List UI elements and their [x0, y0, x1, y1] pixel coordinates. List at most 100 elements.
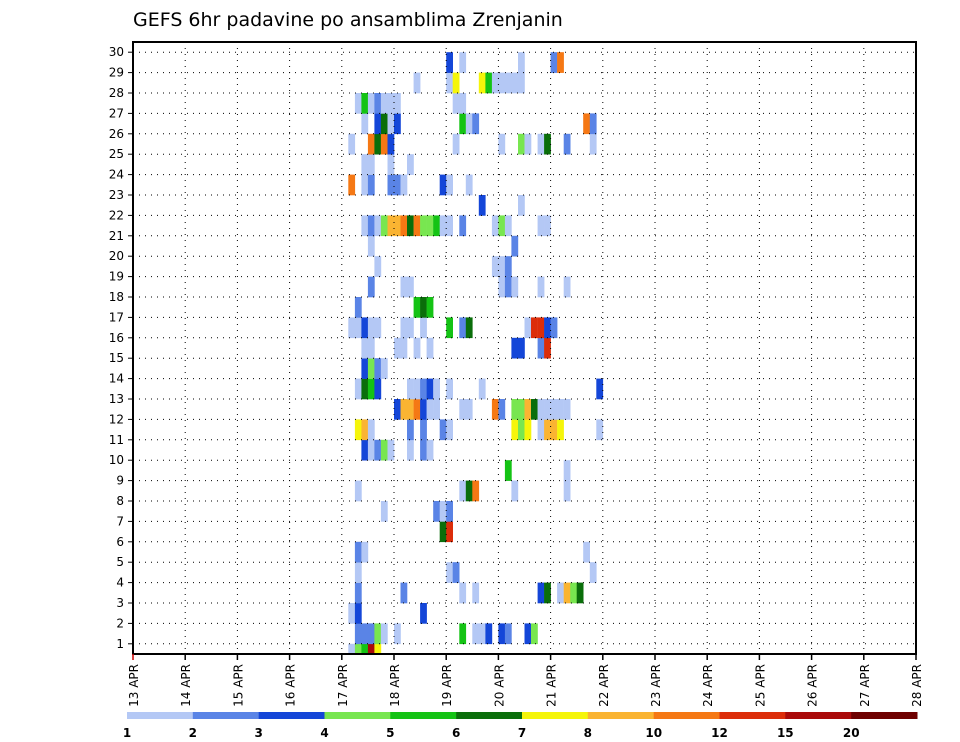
colorbar-label: 10	[645, 726, 662, 740]
heatmap-cell	[348, 317, 356, 339]
heatmap-cell	[459, 399, 467, 420]
heatmap-cell	[413, 215, 421, 237]
colorbar-segment	[324, 712, 391, 719]
heatmap-cell	[394, 174, 401, 196]
heatmap-cell	[380, 133, 388, 155]
heatmap-cell	[537, 399, 545, 420]
heatmap-cell	[407, 378, 414, 400]
heatmap-cell	[446, 215, 453, 237]
x-tick-label: 19 APR	[440, 664, 454, 707]
heatmap-cell	[459, 113, 467, 135]
heatmap-cell	[433, 399, 440, 420]
y-tick-label: 3	[116, 596, 124, 610]
heatmap-cell	[354, 541, 362, 563]
heatmap-cell	[361, 358, 369, 379]
heatmap-cell	[491, 256, 499, 277]
heatmap-cell	[504, 215, 512, 237]
heatmap-cell	[407, 154, 414, 175]
heatmap-cell	[407, 439, 414, 461]
colorbar-label: 8	[584, 726, 592, 740]
x-tick-label: 22 APR	[597, 664, 611, 707]
x-tick-label: 26 APR	[806, 664, 820, 707]
heatmap-cell	[374, 358, 382, 379]
heatmap-cell	[413, 378, 421, 400]
heatmap-cell	[446, 562, 453, 583]
y-tick-label: 6	[116, 535, 124, 549]
heatmap-cell	[531, 623, 538, 645]
y-tick-label: 26	[109, 127, 124, 141]
heatmap-cell	[420, 603, 427, 624]
heatmap-cell	[550, 419, 558, 441]
heatmap-cell	[504, 72, 512, 94]
heatmap-cell	[537, 582, 545, 604]
heatmap-cell	[472, 480, 480, 502]
heatmap-cell	[504, 460, 512, 481]
heatmap-cell	[478, 72, 486, 94]
heatmap-cell	[563, 399, 571, 420]
heatmap-cell	[394, 623, 401, 645]
heatmap-cell	[354, 93, 362, 114]
heatmap-cell	[518, 52, 525, 73]
heatmap-cell	[563, 276, 571, 298]
heatmap-cell	[361, 93, 369, 114]
y-tick-label: 16	[109, 331, 124, 345]
heatmap-cell	[367, 133, 375, 155]
y-tick-label: 1	[116, 637, 124, 651]
heatmap-cell	[387, 113, 395, 135]
heatmap-cell	[498, 215, 506, 237]
heatmap-cell	[589, 562, 597, 583]
heatmap-cell	[563, 480, 571, 502]
y-tick-label: 24	[109, 168, 124, 182]
heatmap-cell	[387, 174, 395, 196]
heatmap-cell	[420, 399, 427, 420]
heatmap-cell	[354, 317, 362, 339]
y-tick-label: 11	[109, 433, 124, 447]
heatmap-cell	[348, 174, 356, 196]
y-tick-label: 21	[109, 229, 124, 243]
colorbar-segment	[522, 712, 589, 719]
heatmap-cell	[374, 256, 382, 277]
heatmap-cell	[518, 195, 525, 216]
x-tick-label: 23 APR	[649, 664, 663, 707]
colorbar-label: 5	[386, 726, 394, 740]
heatmap-cell	[354, 562, 362, 583]
x-tick-label: 13 APR	[127, 664, 141, 707]
heatmap-cell	[433, 501, 440, 522]
heatmap-cell	[426, 399, 434, 420]
heatmap-cell	[452, 133, 460, 155]
heatmap-cell	[465, 174, 473, 196]
heatmap-cell	[518, 133, 525, 155]
heatmap-cell	[387, 439, 395, 461]
heatmap-cell	[589, 113, 597, 135]
y-tick-label: 25	[109, 147, 124, 161]
heatmap-cell	[498, 133, 506, 155]
heatmap-cell	[498, 256, 506, 277]
heatmap-cell	[550, 52, 558, 73]
heatmap-cell	[400, 215, 408, 237]
heatmap-cell	[459, 317, 467, 339]
heatmap-cell	[361, 643, 369, 655]
heatmap-cell	[400, 337, 408, 359]
heatmap-cell	[394, 113, 401, 135]
heatmap-cell	[374, 113, 382, 135]
heatmap-cell	[459, 623, 467, 645]
y-tick-label: 13	[109, 392, 124, 406]
heatmap-cell	[400, 582, 408, 604]
heatmap-cell	[478, 623, 486, 645]
heatmap-cell	[354, 603, 362, 624]
heatmap-cell	[465, 317, 473, 339]
x-tick-label: 25 APR	[753, 664, 767, 707]
heatmap-cell	[459, 480, 467, 502]
y-tick-label: 28	[109, 86, 124, 100]
y-axis-ticks: 1234567891011121314151617181920212223242…	[109, 45, 133, 651]
heatmap-cell	[498, 276, 506, 298]
x-axis-ticks: 13 APR 14 APR 15 APR 16 APR 17 APR 18 APR 19 A…	[127, 654, 924, 707]
heatmap-cell	[446, 419, 453, 441]
heatmap-cell	[563, 460, 571, 481]
y-tick-label: 8	[116, 494, 124, 508]
heatmap-cell	[446, 317, 453, 339]
heatmap-cell	[380, 439, 388, 461]
heatmap-cell	[557, 419, 564, 441]
heatmap-cell	[367, 419, 375, 441]
x-tick-label: 16 APR	[284, 664, 298, 707]
